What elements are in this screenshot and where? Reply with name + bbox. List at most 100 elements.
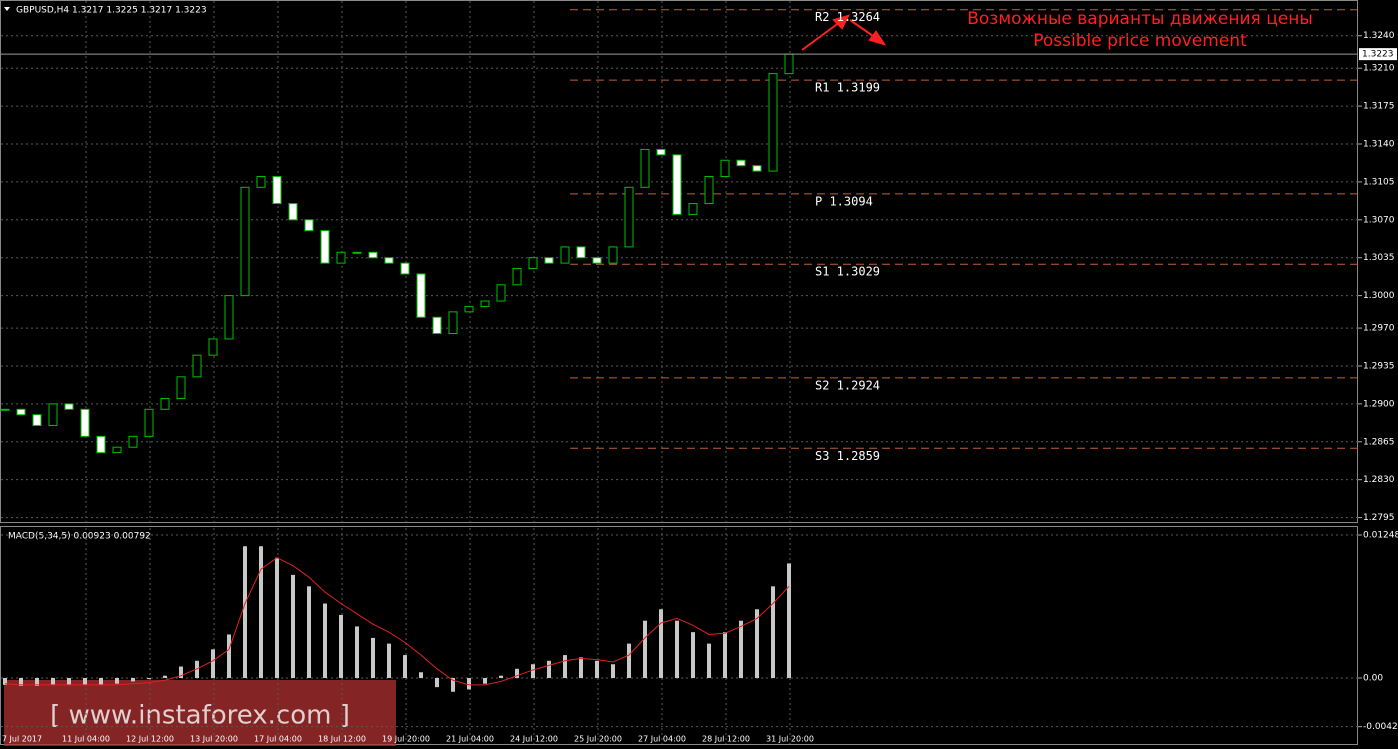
candle xyxy=(240,186,250,297)
macd-bar xyxy=(243,546,247,678)
macd-signal xyxy=(4,557,790,686)
candle xyxy=(336,251,346,264)
y-tick-label: -0.00425 xyxy=(1363,722,1398,732)
candle xyxy=(176,376,186,399)
macd-bar xyxy=(147,677,151,680)
y-tick-label: 1.3000 xyxy=(1363,291,1395,301)
y-tick-label: 1.2935 xyxy=(1363,361,1395,371)
x-tick-label: 31 Jul 20:00 xyxy=(766,735,814,744)
y-tick-label: 1.3105 xyxy=(1363,177,1395,187)
y-tick-label: 1.2830 xyxy=(1363,475,1395,485)
candle xyxy=(272,175,282,205)
candle xyxy=(640,148,650,188)
macd-bar xyxy=(451,677,455,692)
candle xyxy=(48,403,58,427)
macd-bar xyxy=(163,675,167,678)
candle xyxy=(416,273,426,318)
macd-bar xyxy=(547,660,551,678)
watermark-box xyxy=(4,680,396,746)
macd-bar xyxy=(115,677,119,684)
x-tick-label: 24 Jul 12:00 xyxy=(510,735,558,744)
candle xyxy=(576,246,586,259)
candle xyxy=(496,284,506,302)
collapse-icon xyxy=(4,7,10,11)
y-tick-label: 1.3175 xyxy=(1363,102,1395,112)
pivot-label: S2 1.2924 xyxy=(815,378,880,392)
current-price-box xyxy=(1359,48,1397,61)
candle xyxy=(752,165,762,172)
macd-bar xyxy=(307,586,311,678)
candle xyxy=(160,397,170,410)
y-tick-label: 1.3035 xyxy=(1363,253,1395,263)
x-tick-label: 25 Jul 20:00 xyxy=(574,735,622,744)
macd-bar xyxy=(515,668,519,678)
candle xyxy=(352,251,362,254)
candle xyxy=(112,446,122,454)
candle xyxy=(544,257,554,264)
macd-bar xyxy=(771,586,775,678)
candle xyxy=(32,414,42,427)
macd-bar xyxy=(211,649,215,678)
candle xyxy=(224,295,234,340)
candle xyxy=(400,262,410,275)
candle xyxy=(784,53,794,75)
x-tick-label: 12 Jul 12:00 xyxy=(126,735,174,744)
macd-bar xyxy=(707,643,711,678)
macd-bar xyxy=(435,677,439,688)
macd-bar xyxy=(595,660,599,678)
candle xyxy=(608,246,618,264)
annotation: Possible price movement xyxy=(1033,31,1247,51)
watermark: [ www.instaforex.com ] xyxy=(50,701,350,731)
macd-bar xyxy=(499,675,503,678)
candle xyxy=(768,73,778,172)
macd-bar xyxy=(531,664,535,678)
candle xyxy=(720,159,730,177)
chart-title: GBPUSD,H4 1.3217 1.3225 1.3217 1.3223 xyxy=(16,6,207,16)
macd-bar xyxy=(387,643,391,678)
macd-bar xyxy=(35,677,39,687)
macd-bar xyxy=(99,677,103,685)
candle xyxy=(512,268,522,286)
pivot-label: P 1.3094 xyxy=(815,194,873,208)
pivot-label: R1 1.3199 xyxy=(815,81,880,95)
macd-bar xyxy=(19,677,23,687)
candle xyxy=(736,159,746,167)
candle xyxy=(144,408,154,437)
macd-bar xyxy=(563,655,567,678)
y-tick-label: 1.2865 xyxy=(1363,437,1395,447)
y-tick-label: 1.2970 xyxy=(1363,324,1395,334)
candle xyxy=(592,257,602,264)
macd-bar xyxy=(339,614,343,678)
candle xyxy=(688,203,698,215)
candle xyxy=(128,435,138,448)
candle xyxy=(624,186,634,248)
candle xyxy=(16,408,26,416)
macd-bar xyxy=(627,643,631,678)
y-tick-label: 1.2795 xyxy=(1363,513,1395,523)
macd-label: MACD(5,34,5) 0.00923 0.00792 xyxy=(8,532,151,542)
x-tick-label: 13 Jul 20:00 xyxy=(190,735,238,744)
y-tick-label: 0.00 xyxy=(1363,673,1383,683)
candle xyxy=(368,251,378,259)
x-tick-label: 28 Jul 12:00 xyxy=(702,735,750,744)
current-price-label: 1.3223 xyxy=(1362,50,1394,60)
macd-bar xyxy=(179,666,183,678)
y-tick-label: 1.3210 xyxy=(1363,64,1395,74)
y-tick-label: 1.2900 xyxy=(1363,399,1395,409)
macd-panel xyxy=(0,526,1358,745)
macd-bar xyxy=(691,632,695,678)
pivot-label: S1 1.3029 xyxy=(815,265,880,279)
x-tick-label: 21 Jul 04:00 xyxy=(446,735,494,744)
candle xyxy=(80,408,90,437)
macd-bar xyxy=(83,677,87,685)
macd-bar xyxy=(259,546,263,678)
macd-bar xyxy=(371,637,375,678)
candle xyxy=(0,408,10,411)
candle xyxy=(304,219,314,232)
macd-bar xyxy=(723,632,727,678)
candle xyxy=(560,246,570,264)
candle xyxy=(320,230,330,264)
macd-bar xyxy=(643,620,647,678)
annotation: Возможные варианты движения цены xyxy=(967,9,1313,29)
